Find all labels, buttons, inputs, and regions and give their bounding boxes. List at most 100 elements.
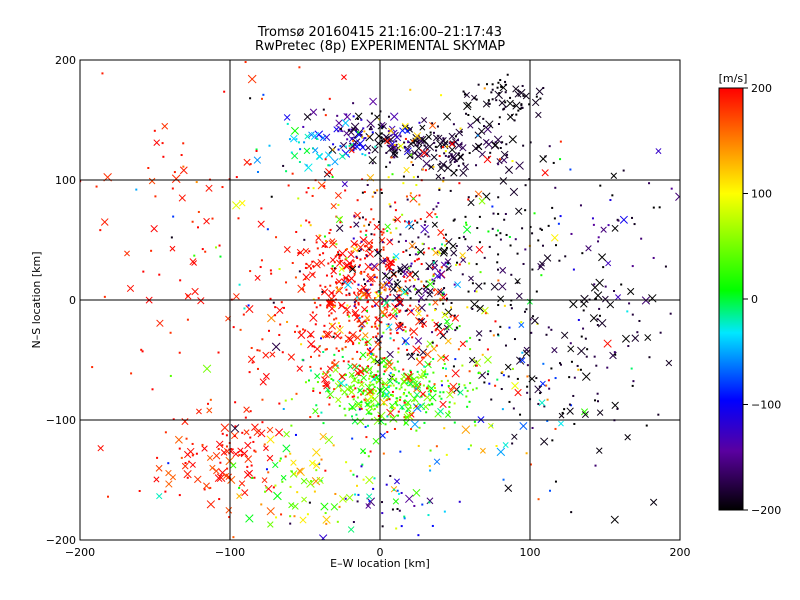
point-dot-marker [255,148,258,151]
point-x-marker [359,351,367,359]
point-x-marker [266,454,274,462]
point-dot-marker [346,304,349,307]
point-dot-marker [367,135,370,138]
point-dot-marker [191,442,194,445]
point-dot-marker [357,293,360,296]
point-dot-marker [367,300,370,303]
point-dot-marker [473,97,476,100]
point-dot-marker [389,410,392,413]
point-x-marker [320,502,329,511]
point-dot-marker [403,146,406,149]
point-x-marker [373,223,380,231]
point-dot-marker [591,217,594,220]
point-dot-marker [372,336,375,339]
point-dot-marker [432,282,435,285]
point-dot-marker [390,377,393,380]
point-dot-marker [483,256,486,259]
point-dot-marker [525,452,528,455]
point-dot-marker [443,293,446,296]
point-x-marker [400,288,409,297]
point-dot-marker [332,148,335,151]
point-dot-marker [417,236,420,239]
point-dot-marker [317,297,320,300]
point-dot-marker [382,373,385,376]
point-dot-marker [577,318,580,321]
point-dot-marker [397,270,400,273]
point-dot-marker [469,348,472,351]
point-dot-marker [489,330,492,333]
point-dot-marker [425,280,428,283]
point-dot-marker [360,403,363,406]
point-dot-marker [389,393,392,396]
point-dot-marker [344,414,347,417]
point-dot-marker [411,156,414,159]
point-x-marker [598,253,607,262]
point-dot-marker [491,227,494,230]
point-x-marker [342,274,350,282]
point-dot-marker [412,176,415,179]
point-dot-marker [425,411,428,414]
point-dot-marker [435,445,438,448]
point-x-marker [423,350,432,359]
point-dot-marker [318,354,321,357]
point-dot-marker [376,189,379,192]
point-dot-marker [423,373,426,376]
point-x-marker [397,143,404,150]
point-dot-marker [366,424,369,427]
point-dot-marker [426,314,429,317]
point-dot-marker [330,377,333,380]
point-dot-marker [358,408,361,411]
point-dot-marker [371,283,374,286]
point-dot-marker [413,399,416,402]
point-dot-marker [393,427,396,430]
point-dot-marker [394,368,397,371]
point-x-marker [323,380,330,387]
point-dot-marker [442,180,445,183]
point-dot-marker [368,384,371,387]
point-x-marker [514,278,521,285]
point-dot-marker [466,389,469,392]
point-x-marker [455,128,464,137]
point-dot-marker [358,406,361,409]
point-dot-marker [289,515,292,518]
point-dot-marker [431,122,434,125]
point-x-marker [437,407,444,415]
point-x-marker [619,215,628,224]
point-dot-marker [461,273,464,276]
point-dot-marker [256,170,259,173]
point-dot-marker [513,119,516,122]
point-dot-marker [319,367,322,370]
point-x-marker [457,389,464,396]
point-dot-marker [367,412,370,415]
point-x-marker [317,181,326,190]
point-dot-marker [483,381,486,384]
point-dot-marker [414,144,417,147]
point-dot-marker [387,323,390,326]
point-x-marker [511,381,519,390]
point-dot-marker [468,262,471,265]
point-dot-marker [256,349,259,352]
point-dot-marker [103,295,106,298]
point-x-marker [203,217,210,225]
point-x-marker [233,293,240,300]
point-dot-marker [232,326,235,329]
point-x-marker [515,207,523,215]
point-dot-marker [375,276,378,279]
point-dot-marker [393,366,396,369]
point-dot-marker [336,520,339,523]
point-dot-marker [325,522,328,525]
point-dot-marker [424,220,427,223]
point-dot-marker [404,330,407,333]
point-dot-marker [464,215,467,218]
point-dot-marker [423,144,426,147]
point-dot-marker [359,258,362,261]
point-x-marker [461,425,471,435]
point-dot-marker [442,391,445,394]
point-x-marker [357,387,364,394]
point-x-marker [312,448,321,457]
point-dot-marker [178,494,181,497]
point-dot-marker [353,215,356,218]
point-dot-marker [394,201,397,204]
point-dot-marker [460,143,463,146]
point-dot-marker [389,474,392,477]
